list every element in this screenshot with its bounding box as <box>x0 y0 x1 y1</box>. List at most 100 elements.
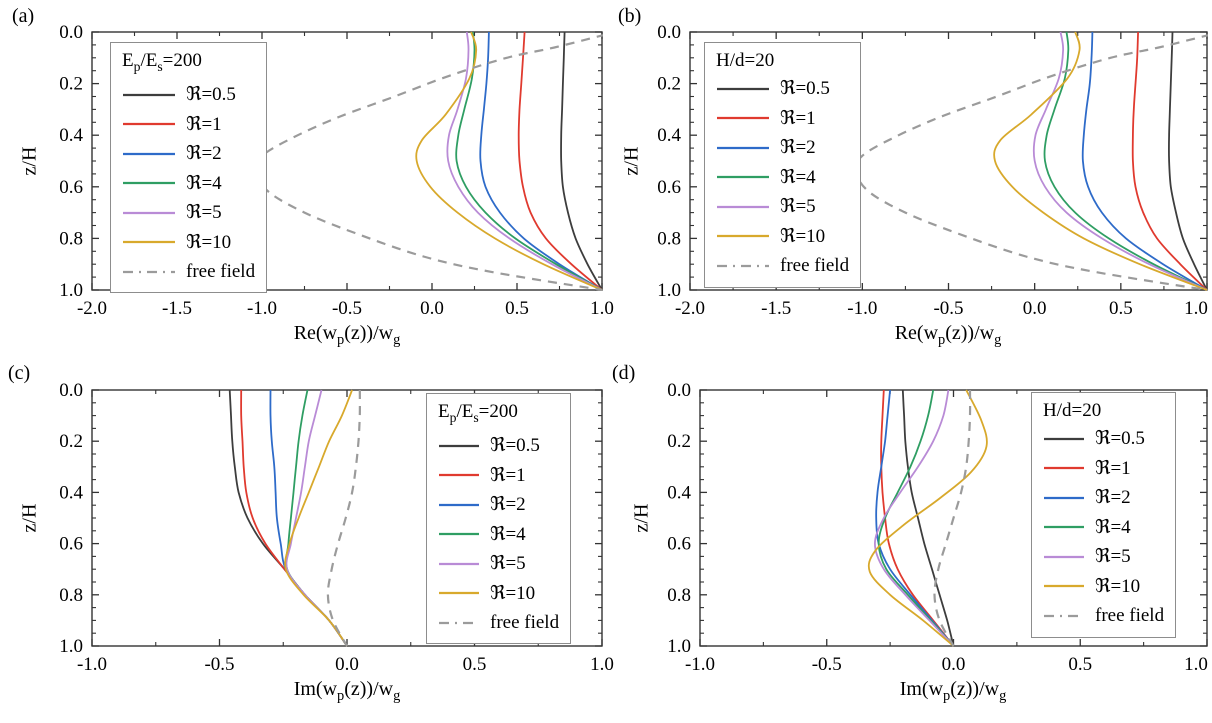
x-tick-label: -1.5 <box>162 298 192 319</box>
legend-b: H/d=20 ℜ=0.5 ℜ=1 ℜ=2 ℜ=4 ℜ=5 ℜ=10 free field <box>704 42 862 288</box>
curve-R5 <box>446 31 603 291</box>
y-tick-label: 1.0 <box>59 636 83 657</box>
y-axis-label-a: z/H <box>18 146 41 176</box>
label-text: /E <box>456 401 474 422</box>
legend-entry: ℜ=4 <box>122 168 255 198</box>
y-axis-ticks: 0.0 0.2 0.4 0.6 0.8 1.0 <box>59 22 602 301</box>
legend-label: ℜ=0.5 <box>780 78 830 100</box>
curve-R10 <box>993 31 1208 291</box>
x-tick-label: 0.5 <box>505 298 529 319</box>
curve-R1 <box>240 389 348 647</box>
label-text: (z))/w <box>950 678 1000 700</box>
curves <box>228 389 361 647</box>
x-tick-label: 0.0 <box>420 298 444 319</box>
legend-entry: ℜ=2 <box>438 490 559 520</box>
line-sample-icon <box>1044 496 1084 499</box>
x-tick-label: -1.0 <box>247 298 277 319</box>
x-tick-label: -1.0 <box>77 654 107 675</box>
label-text: (z))/w <box>344 678 394 700</box>
plot-panel-d: -1.0 -0.5 0.0 0.5 1.0 0.0 0.2 0.4 0.6 0.8 1.0 <box>667 380 1208 675</box>
legend-label: ℜ=10 <box>490 582 536 604</box>
label-text: Im(w <box>899 678 944 700</box>
x-tick-label: 0.5 <box>1068 654 1092 675</box>
line-sample-icon <box>717 176 769 179</box>
y-tick-label: 0.2 <box>657 74 681 95</box>
legend-entry: free field <box>122 257 255 287</box>
curve-R5 <box>873 389 955 647</box>
x-axis-ticks: -1.0 -0.5 0.0 0.5 1.0 <box>685 390 1208 675</box>
line-sample-icon <box>439 591 479 595</box>
panel-letter-b: (b) <box>618 5 642 27</box>
y-tick-label: 0.6 <box>657 177 681 198</box>
y-axis-ticks: 0.0 0.2 0.4 0.6 0.8 1.0 <box>667 380 1207 657</box>
line-sample-icon <box>1044 467 1084 470</box>
legend-label: ℜ=1 <box>1095 457 1131 479</box>
legend-label: ℜ=10 <box>186 231 232 253</box>
legend-title: Ep/Es=200 <box>438 398 559 431</box>
line-sample-icon <box>1044 555 1084 558</box>
legend-title: H/d=20 <box>1043 397 1164 424</box>
x-tick-label: -0.5 <box>812 654 842 675</box>
curve-R2 <box>1081 31 1208 291</box>
y-tick-label: 0.8 <box>657 228 681 249</box>
curve-free-field <box>253 34 603 291</box>
x-axis-label-a: Re(wp(z))/wg <box>294 322 401 349</box>
dashed-line-sample-icon <box>1044 614 1084 617</box>
legend-label: free field <box>1095 604 1165 626</box>
curve-R5 <box>1032 31 1208 291</box>
x-tick-label: 1.0 <box>590 298 614 319</box>
line-sample-icon <box>717 117 769 120</box>
label-subscript: g <box>994 332 1002 348</box>
x-tick-label: -0.5 <box>933 298 963 319</box>
line-sample-icon <box>123 181 175 185</box>
y-tick-label: 0.2 <box>667 431 691 452</box>
legend-a: Ep/Es=200 ℜ=0.5 ℜ=1 ℜ=2 ℜ=4 ℜ=5 ℜ=10 free field <box>110 42 268 294</box>
line-sample-icon <box>123 211 175 214</box>
line-sample-icon <box>1044 585 1084 588</box>
y-tick-label: 0.6 <box>59 534 83 555</box>
label-text: (z))/w <box>344 322 394 344</box>
line-sample-icon <box>439 444 479 447</box>
x-tick-label: 0.0 <box>942 654 966 675</box>
panel-letter-a: (a) <box>12 5 35 27</box>
curve-free-field <box>326 389 361 647</box>
legend-entry: ℜ=5 <box>1043 542 1164 572</box>
legend-label: ℜ=0.5 <box>490 435 540 457</box>
legend-entry: ℜ=0.5 <box>122 80 255 110</box>
label-text: H/d=20 <box>716 50 775 71</box>
line-sample-icon <box>717 146 769 149</box>
y-axis-ticks: 0.0 0.2 0.4 0.6 0.8 1.0 <box>59 380 602 657</box>
x-tick-label: -1.0 <box>685 654 715 675</box>
x-axis-ticks: -1.0 -0.5 0.0 0.5 1.0 <box>77 390 614 675</box>
y-tick-label: 0.0 <box>657 22 681 43</box>
legend-entry: ℜ=1 <box>438 460 559 490</box>
curve-R0.5 <box>560 31 603 291</box>
curve-R2 <box>479 31 603 291</box>
label-subscript: p <box>133 58 141 74</box>
y-tick-label: 0.0 <box>59 22 83 43</box>
x-axis-label-b: Re(wp(z))/wg <box>895 322 1002 349</box>
legend-label: free field <box>186 260 256 282</box>
legend-label: ℜ=0.5 <box>1095 428 1145 450</box>
label-text: Im(w <box>293 678 338 700</box>
legend-entry: ℜ=10 <box>1043 572 1164 602</box>
label-subscript: p <box>938 332 946 348</box>
legend-entry: ℜ=10 <box>716 222 849 252</box>
plot-panel-a: -2.0 -1.5 -1.0 -0.5 0.0 0.5 1.0 0.0 0.2 0.4 0.6 0.8… <box>59 22 614 319</box>
legend-entry: ℜ=5 <box>122 198 255 228</box>
y-tick-label: 0.8 <box>59 228 83 249</box>
line-sample-icon <box>439 532 479 536</box>
legend-entry: ℜ=4 <box>1043 513 1164 543</box>
line-sample-icon <box>439 562 479 565</box>
legend-label: ℜ=2 <box>490 494 526 516</box>
label-text: Re(w <box>894 322 939 344</box>
x-tick-label: 0.0 <box>335 654 359 675</box>
legend-entry: ℜ=2 <box>122 139 255 169</box>
label-text: (z))/w <box>945 322 995 344</box>
legend-entry: ℜ=4 <box>716 163 849 193</box>
curve-free-field <box>933 389 972 647</box>
legend-label: ℜ=10 <box>1095 575 1141 597</box>
label-text: /E <box>140 50 158 71</box>
x-tick-label: 1.0 <box>1184 298 1208 319</box>
